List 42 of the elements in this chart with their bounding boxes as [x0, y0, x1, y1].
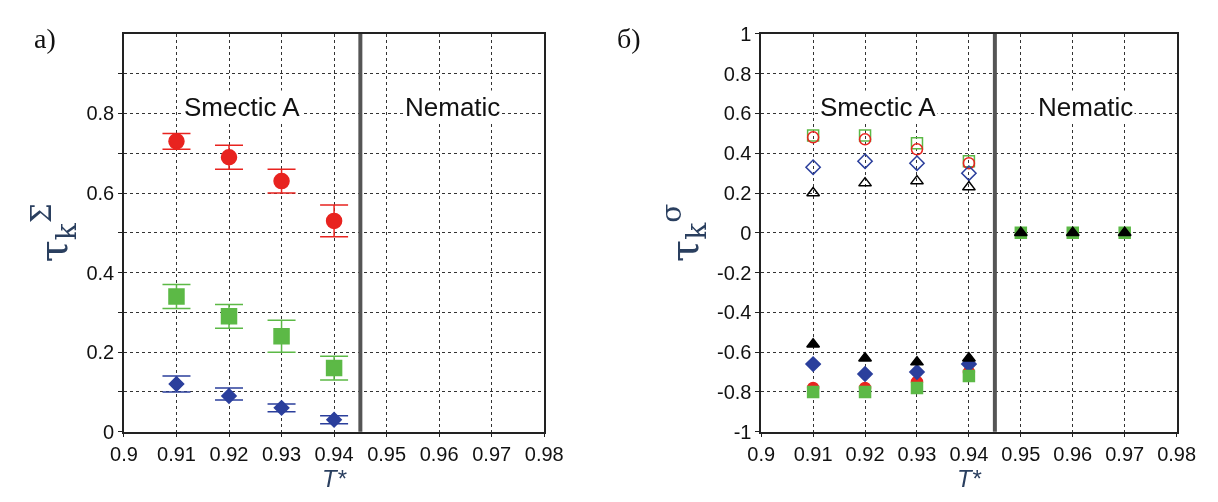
x-tick-label: 0.92 [209, 443, 249, 466]
y-tick-label: -0.4 [716, 301, 752, 324]
y-tick-label: 0.8 [86, 102, 115, 125]
x-tick-label: 0.95 [1001, 443, 1041, 466]
y-tick-label: -0.6 [716, 341, 752, 364]
annotation: Smectic A [820, 92, 937, 122]
y-tick-label: -1 [733, 420, 752, 443]
chart-title: а) [34, 23, 56, 54]
x-tick-label: 0.97 [472, 443, 512, 466]
x-axis-title: T* [322, 465, 347, 493]
x-axis-title: T* [956, 465, 982, 493]
x-tick-label: 0.91 [157, 443, 196, 466]
x-tick-label: 0.93 [262, 443, 302, 466]
y-tick-label: -0.8 [716, 380, 752, 403]
y-tick-label: 0.6 [86, 182, 115, 205]
x-tick-label: 0.94 [949, 443, 989, 466]
x-tick-label: 0.92 [845, 443, 885, 466]
x-tick-label: 0.95 [367, 443, 407, 466]
x-tick-label: 0.96 [419, 443, 459, 466]
y-tick-label: 0.4 [86, 261, 115, 284]
y-tick-label: 0 [103, 420, 115, 443]
y-tick-label: 0.2 [723, 182, 752, 205]
x-tick-label: 0.91 [793, 443, 833, 466]
annotation: Nematic [405, 92, 501, 122]
y-tick-label: 0 [740, 221, 752, 244]
x-tick-label: 0.98 [1157, 443, 1197, 466]
y-tick-label: 1 [740, 22, 752, 45]
x-tick-label: 0.96 [1053, 443, 1093, 466]
x-tick-label: 0.94 [314, 443, 354, 466]
y-tick-label: 0.4 [723, 142, 752, 165]
x-tick-label: 0.93 [897, 443, 937, 466]
y-tick-label: -0.2 [716, 261, 752, 284]
x-tick-label: 0.9 [747, 443, 776, 466]
x-tick-label: 0.9 [110, 443, 138, 466]
annotation: Nematic [1038, 92, 1134, 122]
annotation: Smectic A [184, 92, 301, 122]
x-tick-label: 0.98 [524, 443, 564, 466]
chart-title: б) [617, 23, 641, 54]
y-tick-label: 0.8 [723, 62, 752, 85]
y-tick-label: 0.6 [723, 102, 752, 125]
y-tick-label: 0.2 [86, 341, 115, 364]
x-tick-label: 0.97 [1105, 443, 1145, 466]
